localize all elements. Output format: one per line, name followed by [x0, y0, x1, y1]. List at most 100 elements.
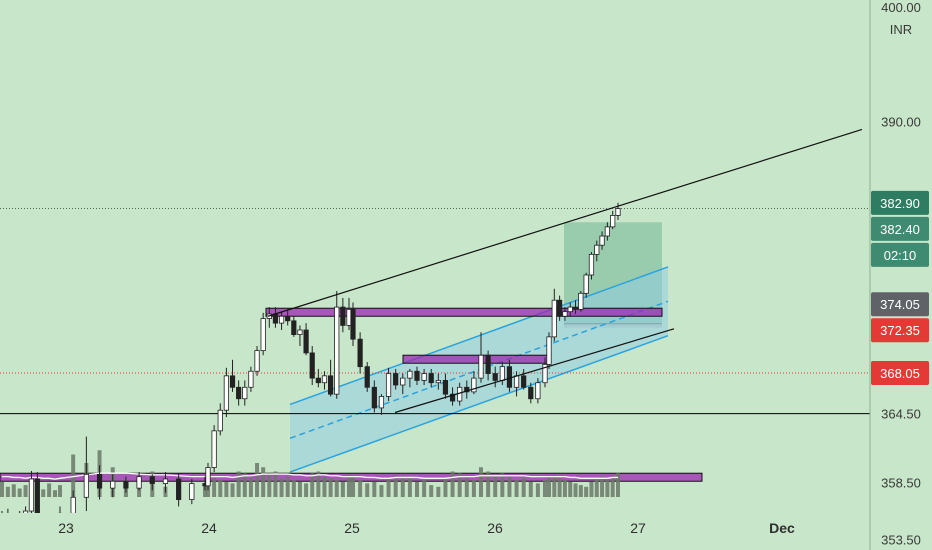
volume-bar — [328, 478, 333, 497]
candle-up — [378, 396, 385, 409]
candle-down — [303, 329, 309, 354]
volume-bar — [535, 483, 540, 497]
candle-down — [149, 476, 155, 484]
volume-bar — [279, 478, 284, 497]
candle-down — [557, 299, 563, 317]
time-tick-label: 26 — [487, 520, 503, 536]
volume-bar — [429, 485, 434, 497]
candle-up — [588, 253, 595, 276]
price-tick-label: 358.50 — [881, 475, 921, 490]
volume-bar — [267, 474, 272, 497]
candle-down — [340, 306, 346, 326]
candle-up — [297, 329, 303, 335]
volume-bar — [436, 486, 441, 497]
volume-bar — [493, 474, 498, 497]
volume-bar — [415, 481, 419, 497]
candle-up — [615, 208, 621, 216]
volume-bar — [304, 483, 309, 497]
volume-bar — [557, 478, 562, 497]
lower-trendline[interactable] — [394, 328, 675, 414]
volume-bar — [589, 481, 594, 497]
candle-up — [551, 299, 557, 338]
price-badge[interactable]: 368.05 — [871, 360, 929, 385]
candle-down — [414, 370, 420, 381]
candle-up — [610, 215, 616, 228]
candle-up — [217, 409, 223, 432]
volume-bar — [443, 478, 448, 497]
price-badge[interactable]: 372.35 — [871, 318, 929, 343]
volume-bar — [310, 473, 315, 497]
candle-up — [499, 366, 505, 381]
price-tick-label: 364.50 — [881, 407, 921, 422]
candle-up — [260, 318, 266, 352]
price-badge[interactable]: 382.90 — [871, 190, 929, 215]
volume-bar — [236, 471, 241, 497]
volume-bar — [547, 476, 551, 497]
candle-up — [583, 274, 589, 294]
candle-down — [506, 366, 513, 388]
price-badge[interactable]: 02:10 — [871, 242, 929, 267]
time-tick-label: 24 — [201, 520, 217, 536]
candle-up — [254, 350, 260, 372]
volume-bar — [347, 474, 351, 497]
volume-bar — [261, 467, 266, 497]
candle-down — [357, 338, 363, 368]
volume-bar — [255, 463, 260, 497]
volume-bar — [334, 480, 339, 497]
candle-up — [471, 377, 477, 393]
volume-bar — [273, 471, 278, 497]
mid-resistance-zone[interactable] — [402, 354, 549, 364]
candle-up — [478, 354, 484, 379]
candle-down — [485, 354, 491, 374]
candles-layer — [0, 202, 621, 537]
volume-bar — [479, 467, 483, 497]
rising-channel-upper-line[interactable] — [289, 266, 669, 406]
volume-bar — [0, 481, 4, 497]
candle-down — [442, 380, 449, 395]
currency-label: INR — [890, 22, 912, 37]
volume-bar — [568, 481, 573, 497]
volume-bar — [379, 485, 384, 497]
price-tick-label: 390.00 — [881, 114, 921, 129]
upper-resistance-zone[interactable] — [265, 307, 663, 317]
candle-up — [407, 370, 413, 379]
volume-bar — [218, 480, 223, 497]
volume-bar — [53, 490, 57, 497]
candle-up — [242, 386, 248, 400]
volume-bar — [610, 474, 615, 497]
price-badge[interactable]: 382.40 — [871, 216, 929, 241]
candle-up — [28, 478, 35, 512]
price-badge-label: 368.05 — [880, 366, 920, 381]
candle-up — [70, 496, 76, 514]
volume-bar — [457, 473, 462, 497]
volume-bar — [212, 478, 217, 497]
candle-down — [123, 480, 129, 489]
volume-bar — [600, 476, 605, 497]
volume-bar — [605, 478, 610, 497]
time-axis[interactable]: 23 24 25 26 27 Dec — [58, 520, 795, 536]
volume-bar — [552, 474, 557, 497]
volume-bar — [386, 478, 391, 497]
candle-up — [562, 311, 568, 317]
volume-bar — [422, 480, 427, 497]
volume-bar — [514, 480, 519, 497]
volume-bar — [297, 481, 302, 497]
candle-up — [542, 363, 548, 384]
candle-up — [278, 315, 285, 324]
candle-up — [110, 480, 116, 489]
price-axis[interactable]: 400.00 390.00 364.50 358.50 353.50 INR — [881, 0, 921, 548]
price-badge-background — [871, 242, 929, 267]
volume-bar — [322, 476, 327, 497]
upper-trendline[interactable] — [267, 128, 863, 317]
volume-bar — [17, 488, 22, 497]
candle-down — [528, 386, 534, 400]
candle-up — [421, 373, 427, 381]
candle-down — [371, 386, 377, 409]
volume-bar — [400, 475, 405, 497]
candle-up — [567, 306, 573, 313]
rising-channel-lower-line[interactable] — [289, 335, 669, 473]
price-badge[interactable]: 374.05 — [871, 292, 929, 317]
volume-bar — [351, 476, 355, 497]
